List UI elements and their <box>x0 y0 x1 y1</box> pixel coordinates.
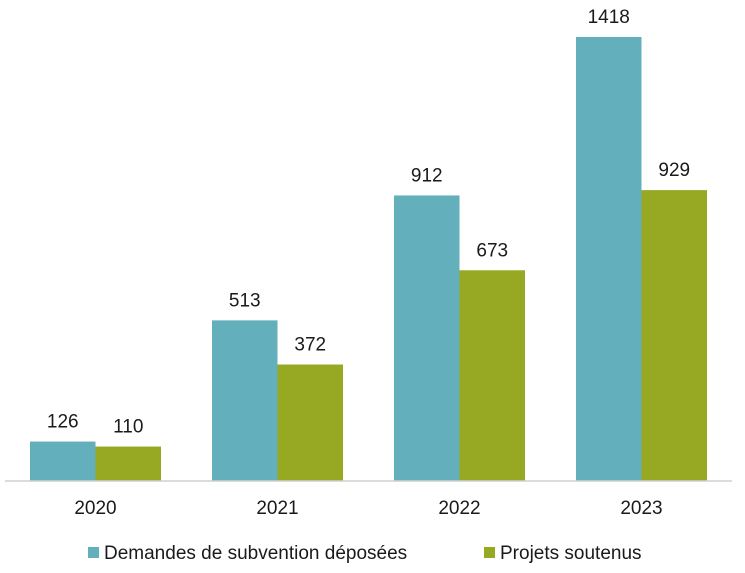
bar-projets-2023 <box>641 190 707 481</box>
data-label: 912 <box>411 165 443 186</box>
data-label: 1418 <box>588 7 630 28</box>
data-label: 110 <box>113 417 143 438</box>
bar-demandes-2022 <box>394 195 460 481</box>
legend-label-demandes: Demandes de subvention déposées <box>104 543 407 564</box>
legend: Demandes de subvention déposées Projets … <box>88 543 642 564</box>
bar-demandes-2023 <box>576 37 642 481</box>
legend-swatch-demandes <box>88 547 99 558</box>
data-label: 126 <box>47 412 79 433</box>
data-label: 673 <box>476 240 508 261</box>
bar-demandes-2020 <box>30 441 96 481</box>
data-label: 929 <box>658 160 690 181</box>
x-tick-label: 2022 <box>438 498 480 519</box>
legend-label-projets: Projets soutenus <box>500 543 642 564</box>
x-tick-label: 2021 <box>256 498 298 519</box>
x-tick-label: 2023 <box>620 498 662 519</box>
bar-demandes-2021 <box>212 320 278 481</box>
legend-swatch-projets <box>484 547 495 558</box>
data-label: 513 <box>229 290 261 311</box>
bar-projets-2020 <box>95 446 161 481</box>
bar-projets-2022 <box>459 270 525 481</box>
x-tick-label: 2020 <box>74 498 116 519</box>
data-label: 372 <box>294 335 326 356</box>
bar-projets-2021 <box>277 364 343 481</box>
